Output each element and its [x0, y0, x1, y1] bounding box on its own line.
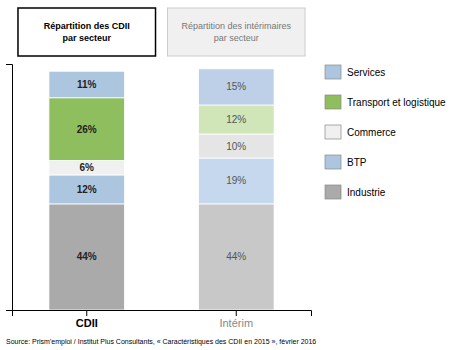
header-title-line: Répartition des intérimaires [181, 21, 291, 31]
bar-segment [198, 204, 274, 310]
x-tick-mark [86, 310, 87, 316]
legend-item: Transport et logistique [325, 95, 446, 109]
legend-label: Services [347, 67, 385, 78]
legend-swatch [325, 65, 341, 79]
legend-label: Transport et logistique [347, 97, 446, 108]
legend-swatch [325, 185, 341, 199]
x-tick-mark [236, 310, 237, 316]
bar-segment [198, 158, 274, 204]
data-label: 15% [226, 81, 246, 92]
legend: Services Transport et logistique Commerce B… [325, 65, 446, 199]
bar-segment [198, 69, 274, 105]
header-title: Répartition des CDII par secteur [44, 21, 130, 43]
legend-item: Industrie [325, 185, 386, 199]
data-label: 44% [77, 251, 97, 262]
legend-item: Services [325, 65, 385, 79]
bar-segment [198, 134, 274, 158]
bar-segment [198, 105, 274, 134]
legend-label: Commerce [347, 127, 396, 138]
header-box [167, 8, 305, 56]
y-axis-line [6, 65, 13, 311]
legend-swatch [325, 95, 341, 109]
x-axis: CDII Intérim [13, 310, 312, 329]
data-label: 26% [77, 124, 97, 135]
y-axis [6, 65, 13, 311]
header-title-line: par secteur [214, 33, 259, 43]
x-tick-label: Intérim [219, 317, 253, 329]
legend-swatch [325, 125, 341, 139]
data-label: 6% [80, 162, 95, 173]
header-title-line: Répartition des CDII [44, 21, 130, 31]
x-axis-line [13, 311, 312, 317]
chart: 44% 44% 12% 19% 6% 10% 26% 12% 11% 15% CDII Intérim… [0, 0, 466, 350]
data-label: 10% [226, 141, 246, 152]
bar-segment [49, 98, 125, 161]
legend-item: Commerce [325, 125, 396, 139]
legend-label: BTP [347, 157, 367, 168]
x-tick: Intérim [219, 310, 253, 329]
data-label: 19% [226, 175, 246, 186]
data-label: 11% [77, 79, 97, 90]
header-title-line: par secteur [62, 33, 111, 43]
bar-segment [49, 204, 125, 310]
data-label: 44% [226, 251, 246, 262]
source-note: Source: Prism'emploi / Institut Plus Con… [6, 338, 316, 346]
bars [49, 69, 274, 310]
x-tick: CDII [76, 310, 98, 329]
data-labels: 44% 44% 12% 19% 6% 10% 26% 12% 11% 15% [77, 79, 247, 262]
bar-segment [49, 71, 125, 98]
data-label: 12% [226, 114, 246, 125]
x-tick-label: CDII [76, 317, 98, 329]
legend-label: Industrie [347, 187, 386, 198]
source-note-line: Source: Prism'emploi / Institut Plus Con… [6, 338, 316, 346]
legend-item: BTP [325, 155, 367, 169]
bar-segment [49, 175, 125, 204]
bar-segment [49, 160, 125, 174]
legend-swatch [325, 155, 341, 169]
header-box [18, 8, 156, 56]
data-label: 12% [77, 184, 97, 195]
plot-area: 44% 44% 12% 19% 6% 10% 26% 12% 11% 15% CDII Intérim [6, 65, 312, 329]
header-title: Répartition des intérimaires par secteur [181, 21, 291, 43]
